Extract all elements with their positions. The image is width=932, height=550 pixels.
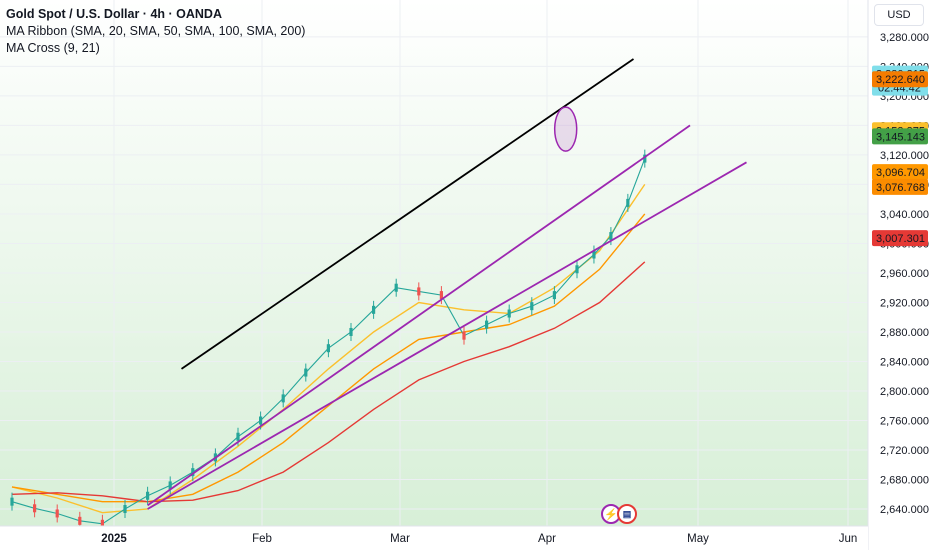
candle-body xyxy=(417,287,421,296)
x-tick-label: 2025 xyxy=(101,533,127,545)
y-tick-label: 2,680.000 xyxy=(880,475,929,487)
time-axis-bg xyxy=(0,526,868,550)
price-line xyxy=(11,158,646,525)
y-tick-label: 3,040.000 xyxy=(880,209,929,221)
price-tag-bg xyxy=(872,71,928,88)
y-tick-label: 3,120.000 xyxy=(880,150,929,162)
candle-body xyxy=(304,368,308,377)
ma-cross-label[interactable]: MA Cross (9, 21) xyxy=(6,41,100,55)
y-tick-label: 2,920.000 xyxy=(880,297,929,309)
x-tick-label: Feb xyxy=(252,533,272,545)
moving-average-line xyxy=(11,261,646,503)
currency-selector[interactable]: USD xyxy=(874,4,924,26)
candle-body xyxy=(394,283,398,292)
y-tick-label: 2,840.000 xyxy=(880,356,929,368)
price-tag-bg xyxy=(872,230,928,247)
candle-body xyxy=(281,394,285,403)
x-tick-label: May xyxy=(687,533,709,545)
ma-ribbon-label[interactable]: MA Ribbon (SMA, 20, SMA, 50, SMA, 100, S… xyxy=(6,24,306,38)
y-tick-label: 2,800.000 xyxy=(880,386,929,398)
candle-body xyxy=(168,481,172,490)
candle-body xyxy=(55,509,59,518)
moving-average-line xyxy=(11,184,646,514)
plot-background xyxy=(0,0,868,526)
y-tick-label: 2,640.000 xyxy=(880,504,929,516)
trendline xyxy=(180,58,635,370)
highlight-ellipse xyxy=(553,106,578,152)
candle-body xyxy=(123,505,127,514)
candle-body xyxy=(530,302,534,311)
candle-body xyxy=(609,232,613,241)
candle-body xyxy=(100,519,104,528)
y-tick-label: 2,880.000 xyxy=(880,327,929,339)
y-tick-label: 2,720.000 xyxy=(880,445,929,457)
candle-body xyxy=(626,198,630,207)
candle-body xyxy=(191,468,195,477)
y-tick-label: 2,760.000 xyxy=(880,416,929,428)
candle-body xyxy=(236,432,240,441)
y-tick-label: 3,280.000 xyxy=(880,32,929,44)
candle-body xyxy=(552,291,556,300)
candle-body xyxy=(78,516,82,525)
candle-body xyxy=(462,331,466,340)
candle-body xyxy=(146,491,150,500)
trendline xyxy=(147,124,691,507)
chart-legend: Gold Spot / U.S. Dollar · 4h · OANDA MA … xyxy=(6,6,305,57)
candle-body xyxy=(372,305,376,314)
moving-average-line xyxy=(11,213,646,503)
candle-body xyxy=(485,320,489,329)
price-tag-label: 3,007.301 xyxy=(876,233,925,245)
price-tag-bg xyxy=(872,178,928,195)
candle-body xyxy=(259,416,263,425)
price-tag-bg xyxy=(872,164,928,181)
us-flag-icon[interactable]: ▤ xyxy=(617,504,637,524)
candle-body xyxy=(575,265,579,274)
x-tick-label: Jun xyxy=(839,533,858,545)
price-tag-label: 3,096.704 xyxy=(876,167,925,179)
candle-body xyxy=(10,497,14,506)
candle-body xyxy=(349,327,353,336)
y-tick-label: 2,960.000 xyxy=(880,268,929,280)
price-tag-label: 3,222.640 xyxy=(876,74,925,86)
candle-body xyxy=(507,309,511,318)
x-tick-label: Mar xyxy=(390,533,410,545)
candle-body xyxy=(643,154,647,163)
candle-body xyxy=(439,291,443,300)
symbol-title[interactable]: Gold Spot / U.S. Dollar · 4h · OANDA xyxy=(6,7,222,21)
event-badges[interactable]: ⚡ ▤ xyxy=(601,504,637,524)
candle-body xyxy=(592,250,596,259)
candle-body xyxy=(326,344,330,353)
price-tag-bg xyxy=(872,128,928,145)
candle-body xyxy=(33,504,37,513)
x-tick-label: Apr xyxy=(538,533,556,545)
price-tag-label: 3,076.768 xyxy=(876,182,925,194)
trendline xyxy=(147,161,747,510)
price-tag-label: 3,145.143 xyxy=(876,131,925,143)
